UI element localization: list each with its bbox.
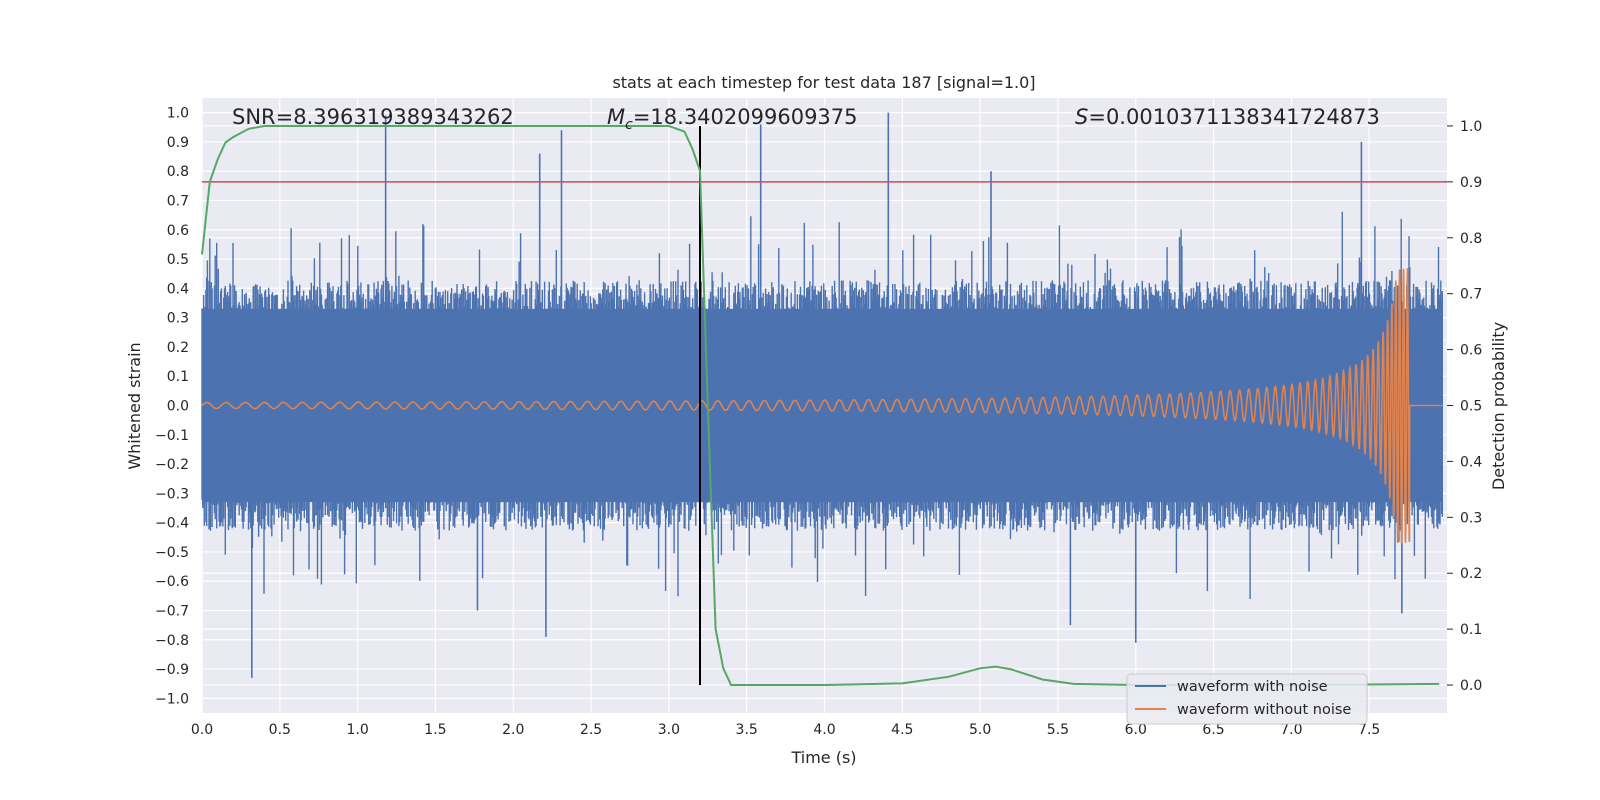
legend-box — [1126, 673, 1368, 725]
y2-tick-label: 0.5 — [1460, 399, 1482, 415]
y2-axis-label: Detection probability — [1489, 322, 1508, 490]
mc-subscript: c — [625, 117, 633, 133]
x-tick-label: 3.0 — [658, 722, 680, 738]
y-tick-label: 0.1 — [167, 369, 189, 385]
series-waveform-without-noise — [201, 268, 1443, 544]
x-tick-label: 0.5 — [269, 722, 291, 738]
y-axis-label: Whitened strain — [125, 342, 144, 469]
y-tick-label: −0.7 — [155, 604, 189, 620]
y2-tick-label: 0.7 — [1460, 287, 1482, 303]
y-tick-label: −0.4 — [155, 516, 189, 532]
x-tick-label: 0.0 — [191, 722, 213, 738]
y-tick-label: −0.5 — [155, 545, 189, 561]
legend: waveform with noise waveform without noi… — [1126, 673, 1368, 725]
y2-tick-labels: 1.0 0.9 0.8 0.7 0.6 0.5 0.4 0.3 0.2 0.1 0.0 — [1447, 119, 1482, 694]
y-tick-label: 0.5 — [167, 252, 189, 268]
x-tick-label: 1.5 — [424, 722, 446, 738]
y-tick-label: −0.2 — [155, 457, 189, 473]
y-tick-label: −0.9 — [155, 662, 189, 678]
x-tick-label: 2.0 — [502, 722, 524, 738]
y-tick-label: −1.0 — [155, 691, 189, 707]
x-tick-labels: 0.0 0.5 1.0 1.5 2.0 2.5 3.0 3.5 4.0 4.5 5.0 5.5 6.0 6… — [191, 722, 1380, 738]
y2-tick-label: 0.6 — [1460, 343, 1482, 359]
mc-annotation: Mc=18.3402099609375 — [607, 105, 858, 133]
chart-title: stats at each timestep for test data 187… — [612, 73, 1035, 92]
y-tick-label: 0.3 — [167, 311, 189, 327]
legend-label-noise: waveform with noise — [1177, 679, 1328, 695]
y-tick-label: −0.6 — [155, 574, 189, 590]
mc-symbol: M — [607, 105, 625, 129]
s-annotation: S=0.0010371138341724873 — [1075, 105, 1380, 129]
y-tick-label: 0.9 — [167, 135, 189, 151]
x-tick-label: 7.0 — [1280, 722, 1302, 738]
y-tick-label: −0.3 — [155, 486, 189, 502]
series-detection-probability — [201, 125, 1440, 686]
noise-peaks — [251, 112, 1403, 678]
x-tick-label: 3.5 — [736, 722, 758, 738]
y2-tick-label: 0.1 — [1460, 622, 1482, 638]
y-tick-label: 0.8 — [167, 164, 189, 180]
y2-tick-label: 0.0 — [1460, 678, 1482, 694]
x-tick-label: 6.5 — [1202, 722, 1224, 738]
mc-value: =18.3402099609375 — [633, 105, 858, 129]
x-tick-label: 6.0 — [1125, 722, 1147, 738]
y2-tick-label: 1.0 — [1460, 119, 1482, 135]
y-tick-label: 0.0 — [167, 399, 189, 415]
y-tick-label: −0.8 — [155, 633, 189, 649]
y-tick-label: 0.4 — [167, 281, 189, 297]
s-value: =0.0010371138341724873 — [1088, 105, 1380, 129]
y2-tick-label: 0.4 — [1460, 454, 1482, 470]
y2-tick-label: 0.2 — [1460, 566, 1482, 582]
x-tick-label: 2.5 — [580, 722, 602, 738]
x-axis-label: Time (s) — [790, 748, 856, 767]
x-tick-label: 5.0 — [969, 722, 991, 738]
y-tick-label: 0.2 — [167, 340, 189, 356]
y2-tick-label: 0.3 — [1460, 510, 1482, 526]
legend-label-clean: waveform without noise — [1177, 702, 1351, 718]
x-tick-label: 4.0 — [813, 722, 835, 738]
x-tick-label: 4.5 — [891, 722, 913, 738]
y2-tick-label: 0.8 — [1460, 231, 1482, 247]
y2-tick-label: 0.9 — [1460, 175, 1482, 191]
x-tick-label: 5.5 — [1047, 722, 1069, 738]
snr-annotation: SNR=8.396319389343262 — [232, 105, 514, 129]
y-tick-label: 0.7 — [167, 194, 189, 210]
x-tick-label: 1.0 — [346, 722, 368, 738]
s-symbol: S — [1075, 105, 1088, 129]
x-tick-label: 7.5 — [1358, 722, 1380, 738]
y-tick-labels: 1.0 0.9 0.8 0.7 0.6 0.5 0.4 0.3 0.2 0.1 0.0 −0.1 −0.… — [155, 106, 189, 708]
clean-trace — [201, 268, 1443, 544]
y-tick-label: 0.6 — [167, 223, 189, 239]
y-tick-label: −0.1 — [155, 428, 189, 444]
y-tick-label: 1.0 — [167, 106, 189, 122]
